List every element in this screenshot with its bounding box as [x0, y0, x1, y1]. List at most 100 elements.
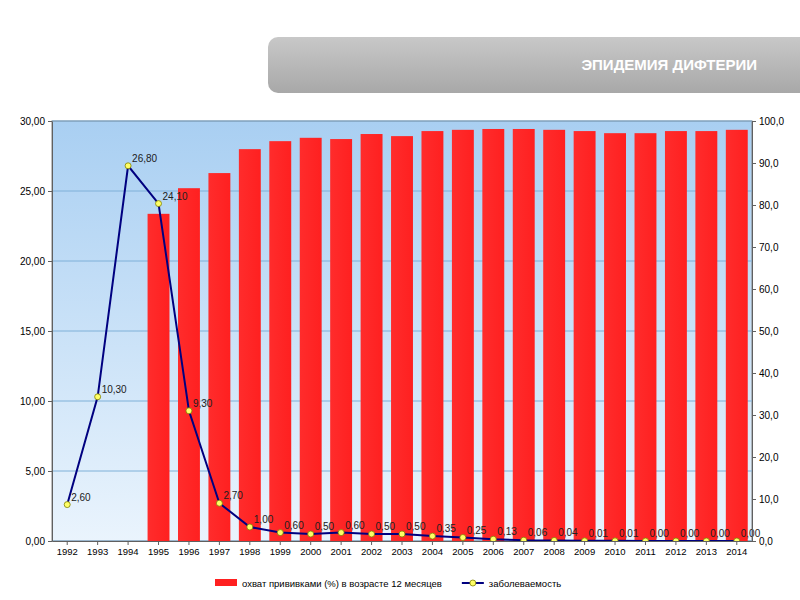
bar [574, 131, 596, 541]
tick: 1998 [239, 541, 260, 557]
title-banner [268, 37, 800, 93]
tick: 100,0 [752, 116, 784, 127]
tick-mark [752, 499, 756, 500]
tick-label: 1997 [209, 546, 230, 557]
tick-mark [706, 541, 707, 545]
y2-axis: 0,010,020,030,040,050,060,070,080,090,01… [752, 116, 784, 547]
data-labels: 2,6010,3026,8024,109,302,701,000,600,500… [71, 153, 760, 539]
tick-label: 2002 [361, 546, 382, 557]
tick-label: 30,0 [759, 410, 779, 421]
tick-mark [310, 541, 311, 545]
marker [125, 163, 131, 169]
bar [726, 130, 748, 541]
bar [635, 133, 657, 541]
tick-mark [554, 541, 555, 545]
tick-mark [752, 163, 756, 164]
tick: 2013 [696, 541, 717, 557]
marker [521, 537, 527, 541]
tick-label: 5,00 [26, 466, 46, 477]
bar [452, 130, 474, 541]
tick: 2000 [300, 541, 321, 557]
line [67, 166, 737, 541]
tick: 0,00 [26, 536, 52, 547]
tick: 2004 [422, 541, 443, 557]
tick-label: 1994 [118, 546, 139, 557]
tick-mark [48, 541, 52, 542]
tick-mark [341, 541, 342, 545]
tick: 1995 [148, 541, 169, 557]
tick: 10,0 [752, 494, 779, 505]
tick-mark [752, 415, 756, 416]
data-label: 0,13 [497, 526, 517, 537]
tick-mark [280, 541, 281, 545]
data-label: 2,70 [223, 490, 243, 501]
tick-label: 2012 [665, 546, 686, 557]
legend-swatch [215, 579, 237, 586]
marker [429, 533, 435, 539]
marker [612, 538, 618, 541]
legend-label: охват прививками (%) в возрасте 12 месяц… [242, 578, 442, 589]
grid-line [52, 121, 752, 122]
tick-mark [752, 121, 756, 122]
bar [604, 133, 626, 541]
tick: 30,00 [20, 116, 52, 127]
bar [148, 214, 170, 541]
tick: 50,0 [752, 326, 779, 337]
marker [582, 538, 588, 541]
tick-label: 1993 [87, 546, 108, 557]
tick-mark [158, 541, 159, 545]
tick-label: 100,0 [759, 116, 784, 127]
tick-mark [432, 541, 433, 545]
tick-label: 0,00 [26, 536, 46, 547]
data-label: 9,30 [193, 398, 213, 409]
tick: 2012 [665, 541, 686, 557]
tick-label: 2011 [635, 546, 655, 557]
tick-label: 50,0 [759, 326, 779, 337]
data-label: 0,50 [315, 521, 335, 532]
tick-label: 2008 [544, 546, 565, 557]
tick-mark [615, 541, 616, 545]
tick-mark [675, 541, 676, 545]
tick: 30,0 [752, 410, 779, 421]
data-label: 0,25 [467, 525, 487, 536]
data-label: 0,00 [741, 528, 761, 539]
tick-mark [219, 541, 220, 545]
tick-mark [48, 331, 52, 332]
tick-mark [752, 289, 756, 290]
bar [269, 141, 291, 541]
tick: 2007 [513, 541, 534, 557]
tick-mark [462, 541, 463, 545]
tick-mark [493, 541, 494, 545]
marker [673, 538, 679, 541]
tick: 70,0 [752, 242, 779, 253]
marker [460, 535, 466, 541]
data-label: 0,60 [284, 520, 304, 531]
tick-mark [48, 121, 52, 122]
tick-label: 25,00 [20, 186, 45, 197]
data-label: 0,60 [345, 520, 365, 531]
tick: 0,0 [752, 536, 773, 547]
grid [52, 121, 752, 541]
bar [543, 130, 565, 541]
data-label: 26,80 [132, 153, 157, 164]
tick: 20,0 [752, 452, 779, 463]
tick-mark [97, 541, 98, 545]
tick-label: 2009 [574, 546, 595, 557]
tick-label: 2004 [422, 546, 443, 557]
data-label: 0,01 [589, 528, 609, 539]
title: ЭПИДЕМИЯ ДИФТЕРИИ [581, 56, 757, 73]
tick-mark [523, 541, 524, 545]
legend: охват прививками (%) в возрасте 12 месяц… [215, 578, 561, 589]
tick: 80,0 [752, 200, 779, 211]
tick-label: 1995 [148, 546, 169, 557]
tick-label: 60,0 [759, 284, 779, 295]
tick-label: 2006 [483, 546, 504, 557]
marker [277, 530, 283, 536]
tick-label: 20,00 [20, 256, 45, 267]
data-label: 10,30 [102, 384, 127, 395]
tick-label: 40,0 [759, 368, 779, 379]
tick: 40,0 [752, 368, 779, 379]
tick: 2008 [544, 541, 565, 557]
tick-mark [584, 541, 585, 545]
tick-label: 2005 [452, 546, 473, 557]
